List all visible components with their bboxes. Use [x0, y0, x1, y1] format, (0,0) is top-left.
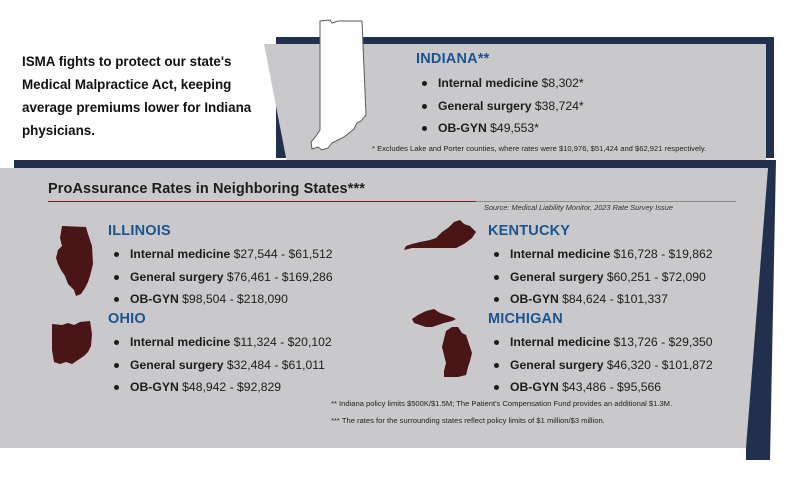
- rate-name: General surgery: [130, 269, 224, 284]
- list-item: Internal medicine $16,728 - $19,862: [488, 243, 713, 266]
- rate-name: Internal medicine: [510, 247, 611, 261]
- source-note: Source: Medical Liability Monitor, 2023 …: [484, 203, 673, 212]
- neighbors-panel-base: [0, 448, 746, 476]
- list-item: Internal medicine $8,302*: [416, 72, 584, 95]
- kentucky-heading: KENTUCKY: [488, 223, 571, 239]
- rate-name: OB-GYN: [130, 292, 179, 306]
- indiana-rate-list: Internal medicine $8,302* General surger…: [416, 72, 584, 140]
- list-item: Internal medicine $27,544 - $61,512: [108, 243, 333, 266]
- list-item: OB-GYN $43,486 - $95,566: [488, 376, 713, 399]
- indiana-heading: INDIANA**: [416, 51, 490, 67]
- rate-name: Internal medicine: [130, 335, 231, 349]
- list-item: Internal medicine $11,324 - $20,102: [108, 331, 332, 354]
- rate-value: $16,728 - $19,862: [613, 247, 713, 261]
- list-item: OB-GYN $84,624 - $101,337: [488, 288, 713, 311]
- kentucky-rate-list: Internal medicine $16,728 - $19,862 Gene…: [488, 243, 713, 311]
- rate-name: General surgery: [510, 357, 604, 372]
- michigan-rate-list: Internal medicine $13,726 - $29,350 Gene…: [488, 331, 713, 399]
- rate-value: $38,724*: [534, 98, 584, 113]
- neighbor-rates-footnote: *** The rates for the surrounding states…: [331, 416, 605, 425]
- ohio-rate-list: Internal medicine $11,324 - $20,102 Gene…: [108, 331, 332, 399]
- list-item: General surgery $76,461 - $169,286: [108, 266, 333, 289]
- illinois-state-icon: [56, 226, 93, 296]
- rate-value: $76,461 - $169,286: [226, 269, 333, 284]
- neighbors-panel: [0, 168, 768, 448]
- rate-name: General surgery: [438, 98, 532, 113]
- list-item: General surgery $60,251 - $72,090: [488, 266, 713, 289]
- michigan-heading: MICHIGAN: [488, 311, 563, 327]
- illinois-rate-list: Internal medicine $27,544 - $61,512 Gene…: [108, 243, 333, 311]
- list-item: General surgery $32,484 - $61,011: [108, 354, 332, 377]
- rate-value: $49,553*: [490, 121, 539, 135]
- illinois-heading: ILLINOIS: [108, 223, 171, 239]
- rate-value: $43,486 - $95,566: [562, 380, 662, 394]
- list-item: OB-GYN $98,504 - $218,090: [108, 288, 333, 311]
- rate-name: Internal medicine: [510, 335, 611, 349]
- rate-value: $84,624 - $101,337: [562, 292, 668, 306]
- rate-name: Internal medicine: [438, 76, 539, 90]
- rate-value: $48,942 - $92,829: [182, 380, 282, 394]
- list-item: OB-GYN $48,942 - $92,829: [108, 376, 332, 399]
- rate-value: $13,726 - $29,350: [613, 335, 713, 349]
- rate-name: OB-GYN: [130, 380, 179, 394]
- list-item: General surgery $38,724*: [416, 95, 584, 118]
- kentucky-state-icon: [404, 220, 476, 250]
- rate-name: Internal medicine: [130, 247, 231, 261]
- list-item: General surgery $46,320 - $101,872: [488, 354, 713, 377]
- rate-value: $27,544 - $61,512: [233, 247, 333, 261]
- indiana-panel: [264, 44, 766, 168]
- rate-name: General surgery: [130, 357, 224, 372]
- section-title: ProAssurance Rates in Neighboring States…: [48, 181, 365, 197]
- list-item: OB-GYN $49,553*: [416, 117, 584, 140]
- list-item: Internal medicine $13,726 - $29,350: [488, 331, 713, 354]
- rate-value: $60,251 - $72,090: [606, 269, 706, 284]
- michigan-state-icon: [412, 309, 472, 377]
- section-divider: [48, 201, 476, 202]
- policy-limits-footnote: ** Indiana policy limits $500K/$1.5M; Th…: [331, 399, 673, 408]
- rate-value: $98,504 - $218,090: [182, 292, 288, 306]
- rate-name: General surgery: [510, 269, 604, 284]
- intro-statement: ISMA fights to protect our state's Medic…: [22, 54, 252, 138]
- indiana-state-icon: [310, 19, 367, 151]
- indiana-footnote: * Excludes Lake and Porter counties, whe…: [372, 144, 707, 153]
- rate-name: OB-GYN: [510, 292, 559, 306]
- ohio-heading: OHIO: [108, 311, 146, 327]
- rate-value: $32,484 - $61,011: [226, 357, 325, 372]
- rate-value: $8,302*: [541, 76, 584, 90]
- rate-value: $11,324 - $20,102: [233, 335, 332, 349]
- section-divider-gray: [476, 201, 736, 202]
- ohio-state-icon: [52, 321, 92, 364]
- rate-name: OB-GYN: [438, 121, 487, 135]
- rate-name: OB-GYN: [510, 380, 559, 394]
- rate-value: $46,320 - $101,872: [606, 357, 713, 372]
